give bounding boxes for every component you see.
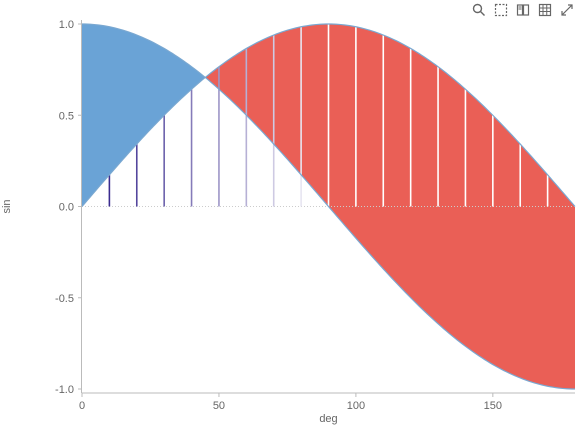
series-line-cos: [81, 23, 576, 390]
chart-toolbar: [471, 2, 575, 18]
y-tick-label: 0.5: [59, 110, 74, 122]
area-cos-above-sin: [82, 24, 206, 207]
search-icon[interactable]: [471, 2, 487, 18]
y-tick-label: -1.0: [55, 384, 74, 396]
series-line-sin: [81, 23, 576, 207]
table-icon[interactable]: [537, 2, 553, 18]
y-axis-title: sin: [1, 199, 13, 213]
y-tick-label: 0.0: [59, 202, 74, 214]
x-tick-label: 50: [213, 400, 225, 412]
x-axis-title: deg: [319, 413, 337, 425]
y-tick-label: 1.0: [59, 19, 74, 31]
stems-group: [108, 24, 549, 207]
box-select-icon[interactable]: [493, 2, 509, 18]
brush-icon[interactable]: [515, 2, 531, 18]
x-tick-label: 0: [79, 400, 85, 412]
x-tick-label: 150: [484, 400, 502, 412]
x-tick-label: 100: [347, 400, 365, 412]
expand-icon[interactable]: [559, 2, 575, 18]
y-tick-label: -0.5: [55, 293, 74, 305]
area-sin-above-cos: [205, 24, 575, 389]
